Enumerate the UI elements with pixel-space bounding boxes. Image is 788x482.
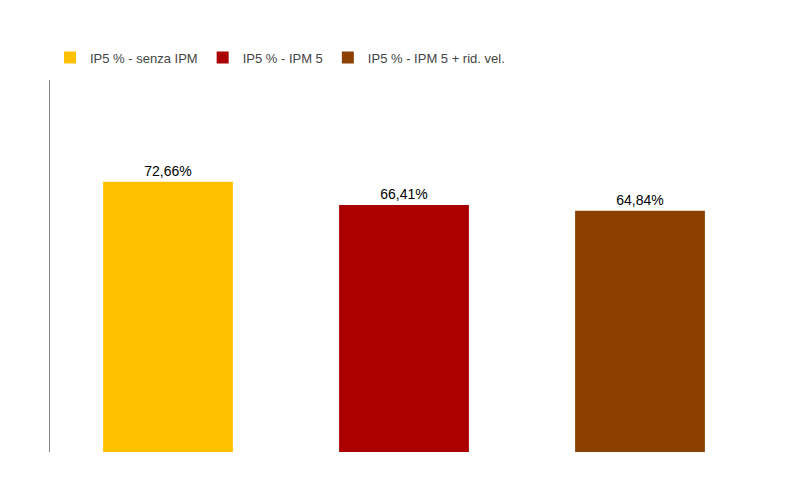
svg-text:66,41%: 66,41%: [380, 186, 427, 202]
svg-text:72,66%: 72,66%: [144, 163, 191, 179]
svg-text:IP5 % - IPM 5: IP5 % - IPM 5: [243, 51, 323, 66]
svg-text:64,84%: 64,84%: [616, 192, 663, 208]
svg-text:IP5 % - senza IPM: IP5 % - senza IPM: [90, 51, 198, 66]
svg-text:IP5 % - IPM 5 + rid. vel.: IP5 % - IPM 5 + rid. vel.: [368, 51, 505, 66]
